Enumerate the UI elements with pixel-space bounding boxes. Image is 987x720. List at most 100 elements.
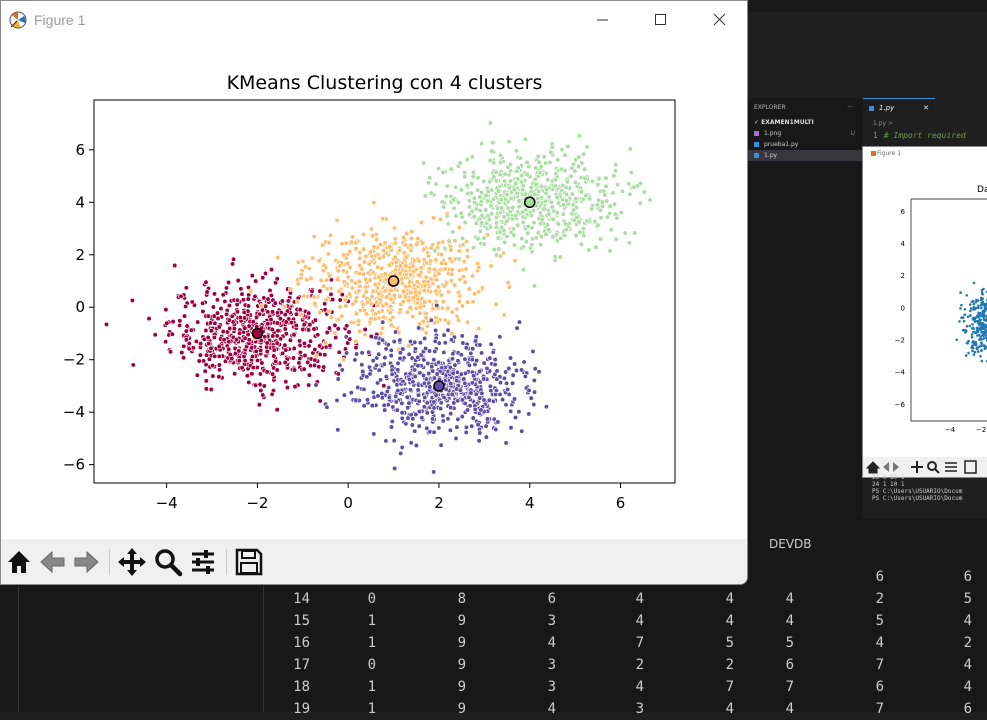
data-point	[612, 174, 617, 179]
data-point	[608, 204, 613, 209]
file-name: 1.png	[764, 130, 781, 137]
data-point	[491, 350, 496, 355]
configure-subplots-icon	[188, 547, 218, 577]
data-point	[302, 294, 307, 299]
explorer-file-item[interactable]: prueba1.py	[748, 139, 863, 150]
zoom-button[interactable]	[153, 547, 183, 577]
panel-tab-devdb[interactable]: DEVDB	[769, 537, 812, 551]
data-point	[313, 301, 318, 306]
data-point	[466, 254, 471, 259]
back-button[interactable]	[38, 547, 68, 577]
data-point	[967, 316, 970, 319]
terminal-cell: 4	[734, 698, 794, 720]
second-y-tick-label: −2	[895, 337, 905, 345]
tab-close-icon[interactable]: ✕	[923, 99, 929, 117]
window-titlebar[interactable]: Figure 1	[1, 1, 748, 39]
data-point	[336, 268, 341, 273]
data-point	[432, 400, 437, 405]
data-point	[307, 373, 312, 378]
breadcrumb[interactable]: 1.py >	[873, 120, 893, 127]
data-point	[341, 358, 346, 363]
data-point	[411, 264, 416, 269]
data-point	[172, 263, 177, 268]
explorer-file-item-active[interactable]: 1.py	[748, 150, 863, 161]
data-point	[392, 226, 397, 231]
data-point	[485, 198, 490, 203]
data-point	[596, 223, 601, 228]
data-point	[476, 236, 481, 241]
forward-button[interactable]	[71, 547, 101, 577]
data-point	[211, 374, 216, 379]
data-point	[261, 393, 266, 398]
data-point	[492, 247, 497, 252]
minimize-icon	[579, 5, 625, 35]
explorer-root-folder[interactable]: ✓ EXAMEN1MULTI	[748, 117, 863, 128]
data-point	[958, 320, 961, 323]
data-point	[613, 169, 618, 174]
data-point	[364, 290, 369, 295]
data-point	[580, 161, 585, 166]
data-point	[487, 180, 492, 185]
data-point	[228, 352, 233, 357]
pan-button[interactable]	[117, 547, 147, 577]
scatter-points	[104, 121, 652, 475]
data-point	[278, 316, 283, 321]
data-point	[207, 357, 212, 362]
data-point	[284, 331, 289, 336]
data-point	[965, 294, 968, 297]
data-point	[449, 167, 454, 172]
data-point	[496, 236, 501, 241]
data-point	[583, 176, 588, 181]
data-point	[408, 339, 413, 344]
close-button[interactable]	[696, 5, 742, 35]
data-point	[265, 341, 270, 346]
data-point	[448, 411, 453, 416]
code-line[interactable]: 1# Import required	[873, 131, 966, 140]
terminal-line: PS C:\Users\USUARIO\Docum	[872, 495, 987, 502]
figure-window[interactable]: Figure 1 KMeans Clustering con 4 cluster…	[0, 0, 748, 585]
terminal-cell: 4	[734, 588, 794, 610]
data-point	[488, 225, 493, 230]
data-point	[242, 354, 247, 359]
data-point	[517, 320, 522, 325]
data-point	[309, 276, 314, 281]
data-point	[515, 191, 520, 196]
data-point	[283, 327, 288, 332]
terminal-cell: 5	[884, 588, 972, 610]
terminal-cell: 2	[556, 654, 644, 676]
data-point	[341, 269, 346, 274]
explorer-more-icon[interactable]: ···	[847, 104, 853, 111]
explorer-file-item[interactable]: 1.png U	[748, 128, 863, 139]
data-point	[187, 347, 192, 352]
maximize-button[interactable]	[637, 5, 683, 35]
data-point	[417, 259, 422, 264]
terminal-cell: 6	[884, 566, 972, 588]
data-point	[237, 359, 242, 364]
home-button[interactable]	[4, 547, 34, 577]
data-point	[626, 182, 631, 187]
data-point	[374, 237, 379, 242]
data-point	[227, 326, 232, 331]
data-point	[294, 312, 299, 317]
data-point	[170, 332, 175, 337]
untracked-badge: U	[851, 130, 855, 137]
editor-tab[interactable]: 1.py ✕	[863, 98, 935, 116]
data-point	[573, 196, 578, 201]
minimize-button[interactable]	[579, 5, 625, 35]
configure-subplots-button[interactable]	[188, 547, 218, 577]
data-point	[360, 267, 365, 272]
data-point	[642, 190, 647, 195]
data-point	[372, 245, 377, 250]
data-point	[327, 326, 332, 331]
data-point	[338, 363, 343, 368]
data-point	[219, 306, 224, 311]
data-point	[393, 394, 398, 399]
data-point	[971, 345, 974, 348]
save-button[interactable]	[234, 547, 264, 577]
data-point	[515, 169, 520, 174]
data-point	[574, 233, 579, 238]
data-point	[432, 357, 437, 362]
